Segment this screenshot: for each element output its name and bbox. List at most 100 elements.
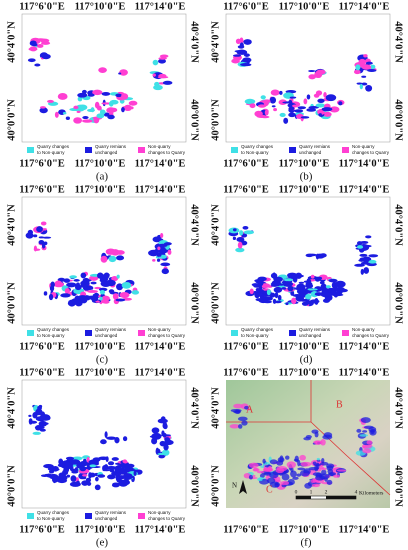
- quarry-patch: [283, 278, 293, 282]
- longitude-label: 117°10'0"E: [279, 524, 330, 535]
- quarry-patch: [232, 236, 237, 241]
- quarry-patch: [249, 288, 254, 295]
- longitude-label: 117°6'0"E: [19, 341, 65, 352]
- scale-tick-label: 2: [325, 489, 328, 495]
- quarry-patch: [263, 472, 272, 476]
- legend-label: changes to Quarry: [352, 333, 390, 338]
- longitude-label: 117°6'0"E: [223, 341, 269, 352]
- quarry-patch: [285, 302, 289, 306]
- quarry-patch: [78, 104, 88, 111]
- longitude-label: 117°14'0"E: [339, 184, 390, 195]
- quarry-patch: [39, 428, 46, 432]
- longitude-label: 117°6'0"E: [19, 158, 65, 169]
- quarry-patch: [159, 54, 169, 58]
- quarry-patch: [362, 445, 372, 449]
- quarry-patch: [100, 255, 108, 263]
- quarry-patch: [111, 457, 119, 461]
- legend-label: to Non-quarry: [37, 150, 65, 155]
- quarry-patch: [88, 472, 96, 478]
- legend-swatch: [138, 330, 145, 336]
- legend-swatch: [85, 330, 92, 336]
- quarry-patch: [321, 467, 327, 471]
- quarry-patch: [360, 268, 365, 275]
- latitude-label: 40°0'0"N: [393, 465, 404, 507]
- quarry-patch: [73, 105, 79, 110]
- quarry-patch: [362, 448, 372, 454]
- quarry-patch: [292, 476, 299, 480]
- quarry-patch: [43, 291, 48, 296]
- quarry-patch: [321, 107, 333, 112]
- quarry-patch: [125, 463, 135, 468]
- latitude-label: 40°0'0"N: [210, 99, 221, 141]
- quarry-patch: [273, 286, 283, 293]
- legend-swatch: [342, 147, 349, 153]
- quarry-patch: [359, 253, 368, 257]
- quarry-patch: [152, 73, 156, 77]
- quarry-patch: [233, 410, 241, 414]
- latitude-label: 40°4'0"N: [210, 21, 221, 63]
- quarry-patch: [41, 242, 46, 249]
- quarry-patch: [242, 225, 249, 230]
- longitude-label: 117°10'0"E: [75, 184, 126, 195]
- quarry-patch: [29, 46, 38, 52]
- legend-label: Quarry remians: [95, 510, 127, 515]
- quarry-patch: [273, 276, 283, 283]
- quarry-patch: [237, 241, 243, 249]
- quarry-patch: [38, 420, 48, 427]
- quarry-patch: [295, 295, 305, 302]
- quarry-patch: [252, 474, 256, 478]
- quarry-patch: [304, 482, 312, 489]
- latitude-label: 40°0'0"N: [189, 465, 200, 507]
- quarry-patch: [239, 42, 244, 49]
- quarry-patch: [162, 422, 168, 429]
- quarry-patch: [363, 267, 370, 274]
- quarry-patch: [27, 229, 34, 236]
- quarry-patch: [238, 424, 243, 429]
- quarry-patch: [34, 63, 41, 67]
- quarry-patch: [52, 468, 60, 471]
- legend-label: changes to Quarry: [148, 150, 186, 155]
- latitude-label: 40°4'0"N: [210, 204, 221, 246]
- quarry-patch: [361, 82, 368, 86]
- quarry-patch: [262, 468, 272, 473]
- quarry-patch: [162, 432, 167, 438]
- quarry-patch: [295, 272, 303, 279]
- quarry-patch: [33, 248, 41, 251]
- quarry-patch: [100, 439, 107, 445]
- quarry-patch: [290, 290, 295, 296]
- quarry-patch: [274, 292, 279, 299]
- quarry-patch: [287, 285, 294, 292]
- quarry-patch: [314, 297, 319, 305]
- quarry-patch: [58, 458, 64, 466]
- panel-caption: (b): [300, 171, 313, 183]
- legend-label: changes to Quarry: [148, 516, 186, 521]
- longitude-label: 117°14'0"E: [339, 524, 390, 535]
- quarry-patch: [360, 417, 371, 423]
- quarry-patch: [277, 294, 282, 301]
- quarry-patch: [285, 455, 290, 460]
- quarry-patch: [92, 89, 103, 96]
- latitude-label: 40°4'0"N: [393, 21, 404, 63]
- quarry-patch: [158, 454, 165, 459]
- quarry-patch: [292, 104, 299, 108]
- quarry-patch: [323, 111, 332, 117]
- quarry-patch: [36, 226, 43, 233]
- legend-swatch: [289, 330, 296, 336]
- legend-label: Non-quarry: [148, 144, 171, 149]
- quarry-patch: [316, 457, 320, 461]
- panel: 117°6'0"E 117°6'0"E 117°10'0"E 117°10'0"E 11…: [210, 184, 403, 365]
- quarry-patch: [76, 480, 80, 485]
- panel-caption: (f): [301, 537, 312, 549]
- quarry-patch: [157, 418, 168, 424]
- quarry-patch: [73, 117, 83, 124]
- quarry-patch: [326, 463, 335, 469]
- quarry-patch: [256, 114, 267, 118]
- legend-label: to Non-quarry: [241, 333, 269, 338]
- quarry-patch: [297, 467, 306, 471]
- quarry-patch: [269, 459, 278, 465]
- quarry-patch: [107, 114, 115, 120]
- legend-label: Quarry remians: [95, 327, 127, 332]
- quarry-patch: [155, 447, 159, 454]
- quarry-patch: [35, 408, 43, 416]
- quarry-patch: [105, 273, 110, 277]
